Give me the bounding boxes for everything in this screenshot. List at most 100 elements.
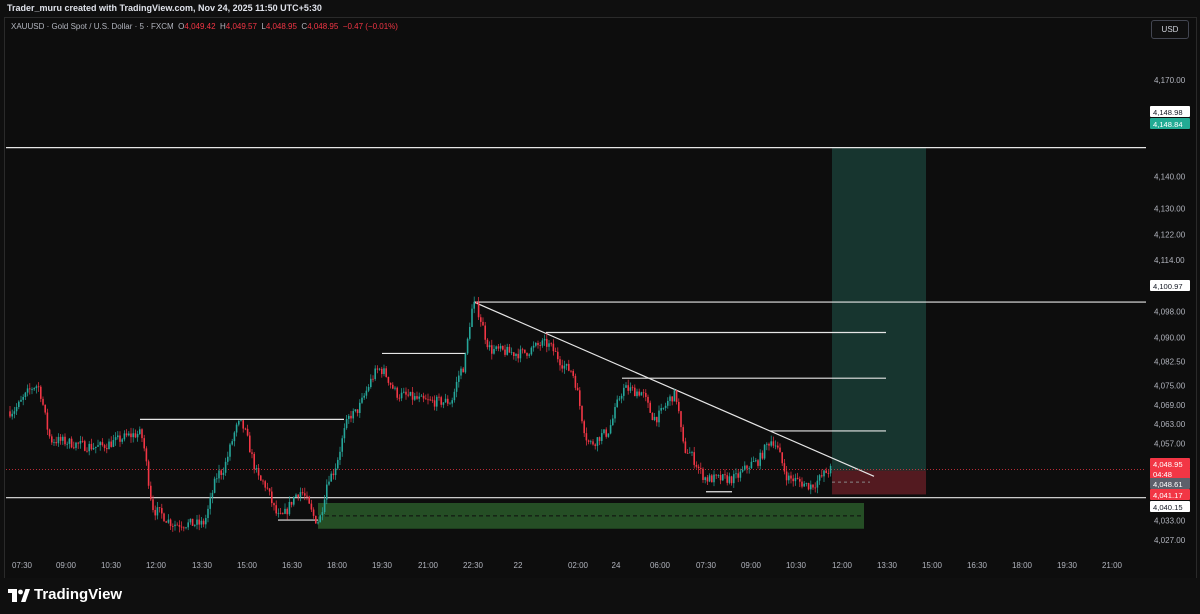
candle-body <box>574 375 577 388</box>
candle-body <box>737 473 739 478</box>
candle <box>264 479 266 492</box>
candle <box>13 406 16 419</box>
candle <box>748 466 750 474</box>
candle <box>46 408 49 435</box>
currency-button[interactable]: USD <box>1151 20 1189 39</box>
candle-body <box>759 452 761 466</box>
candle-body <box>205 518 207 525</box>
candle-body <box>585 433 588 441</box>
candle <box>35 384 38 394</box>
trendline[interactable] <box>473 301 875 477</box>
candle-body <box>755 460 757 462</box>
candle <box>678 398 680 414</box>
badge-target: 4,148.84 <box>1150 118 1190 129</box>
candle-body <box>414 396 416 400</box>
candle <box>700 462 702 474</box>
candle-body <box>110 441 112 447</box>
time-tick-label: 22 <box>514 561 523 570</box>
candle <box>779 443 781 453</box>
candle-body <box>482 321 484 326</box>
candle-body <box>18 401 20 408</box>
candle <box>154 505 156 521</box>
time-axis[interactable]: 07:30 09:00 10:30 12:00 13:30 15:00 16:30 18:00… <box>12 561 1123 570</box>
candle-body <box>537 343 539 346</box>
candle <box>570 370 572 373</box>
candle-body <box>394 387 396 389</box>
candle <box>788 472 790 484</box>
candle-body <box>491 345 493 354</box>
candle <box>708 473 711 483</box>
candle <box>141 428 143 442</box>
candle <box>238 420 240 427</box>
candle-body <box>680 411 682 428</box>
candle <box>163 512 165 522</box>
candle-body <box>592 441 594 445</box>
candle <box>491 339 493 360</box>
candle-body <box>455 381 458 392</box>
candle <box>689 447 691 454</box>
candle <box>618 396 621 402</box>
time-tick-label: 12:00 <box>146 561 167 570</box>
candle-body <box>396 387 398 398</box>
symbol-name[interactable]: XAUUSD · Gold Spot / U.S. Dollar · 5 · F… <box>11 22 174 31</box>
candle <box>348 413 350 424</box>
candle-body <box>301 492 304 494</box>
candle <box>53 438 55 447</box>
time-tick-label: 15:00 <box>237 561 258 570</box>
candle-body <box>416 396 418 399</box>
candle <box>508 343 511 353</box>
candle <box>605 427 607 439</box>
chart-pane[interactable] <box>4 17 1197 579</box>
candle-body <box>559 359 561 366</box>
candle-body <box>156 507 159 516</box>
candle <box>378 367 381 371</box>
candle-body <box>92 447 95 450</box>
candle <box>433 395 436 411</box>
candle-body <box>167 519 170 523</box>
candle-body <box>88 443 90 452</box>
header-credit: Trader_muru created with TradingView.com… <box>7 3 322 13</box>
candle <box>530 346 533 356</box>
tradingview-brand[interactable]: TradingView <box>34 586 123 603</box>
candle <box>755 457 757 463</box>
candle <box>680 410 682 432</box>
candle <box>713 470 715 487</box>
candle <box>108 438 110 450</box>
stop-zone[interactable] <box>832 470 926 495</box>
candle <box>561 359 563 373</box>
candle <box>213 476 216 494</box>
candle-body <box>66 443 68 445</box>
candle-body <box>484 325 486 340</box>
candle-body <box>304 493 306 496</box>
candle <box>464 352 467 374</box>
badge-entry-text: 4,048.61 <box>1153 480 1183 489</box>
price-tick-label: 4,033.00 <box>1154 517 1186 526</box>
high-label: H <box>219 22 226 31</box>
candle-body <box>372 378 374 380</box>
candle-body <box>288 501 291 515</box>
candle <box>818 474 821 485</box>
low-value: 4,048.95 <box>265 22 297 31</box>
target-zone[interactable] <box>832 148 926 471</box>
candle <box>493 344 495 355</box>
candle-body <box>108 441 110 450</box>
price-chart[interactable]: 4,170.004,160.004,140.004,130.004,122.00… <box>0 0 1200 578</box>
candle <box>647 394 649 408</box>
candle-body <box>541 340 544 346</box>
candle-body <box>29 388 31 390</box>
candle-body <box>103 445 106 449</box>
candle <box>416 391 418 400</box>
badge-entry: 4,048.61 <box>1150 478 1190 489</box>
time-tick-label: 21:00 <box>418 561 439 570</box>
candle <box>623 383 625 401</box>
candle <box>191 518 194 526</box>
candle <box>636 388 638 399</box>
candle-body <box>235 424 238 433</box>
candle-body <box>264 481 266 488</box>
candle <box>612 414 614 426</box>
candle <box>440 395 442 408</box>
candle <box>196 515 198 530</box>
price-badges: 4,148.984,148.844,100.974,048.9504:484,0… <box>1150 106 1190 512</box>
candle <box>103 443 106 452</box>
candle-body <box>282 513 284 515</box>
